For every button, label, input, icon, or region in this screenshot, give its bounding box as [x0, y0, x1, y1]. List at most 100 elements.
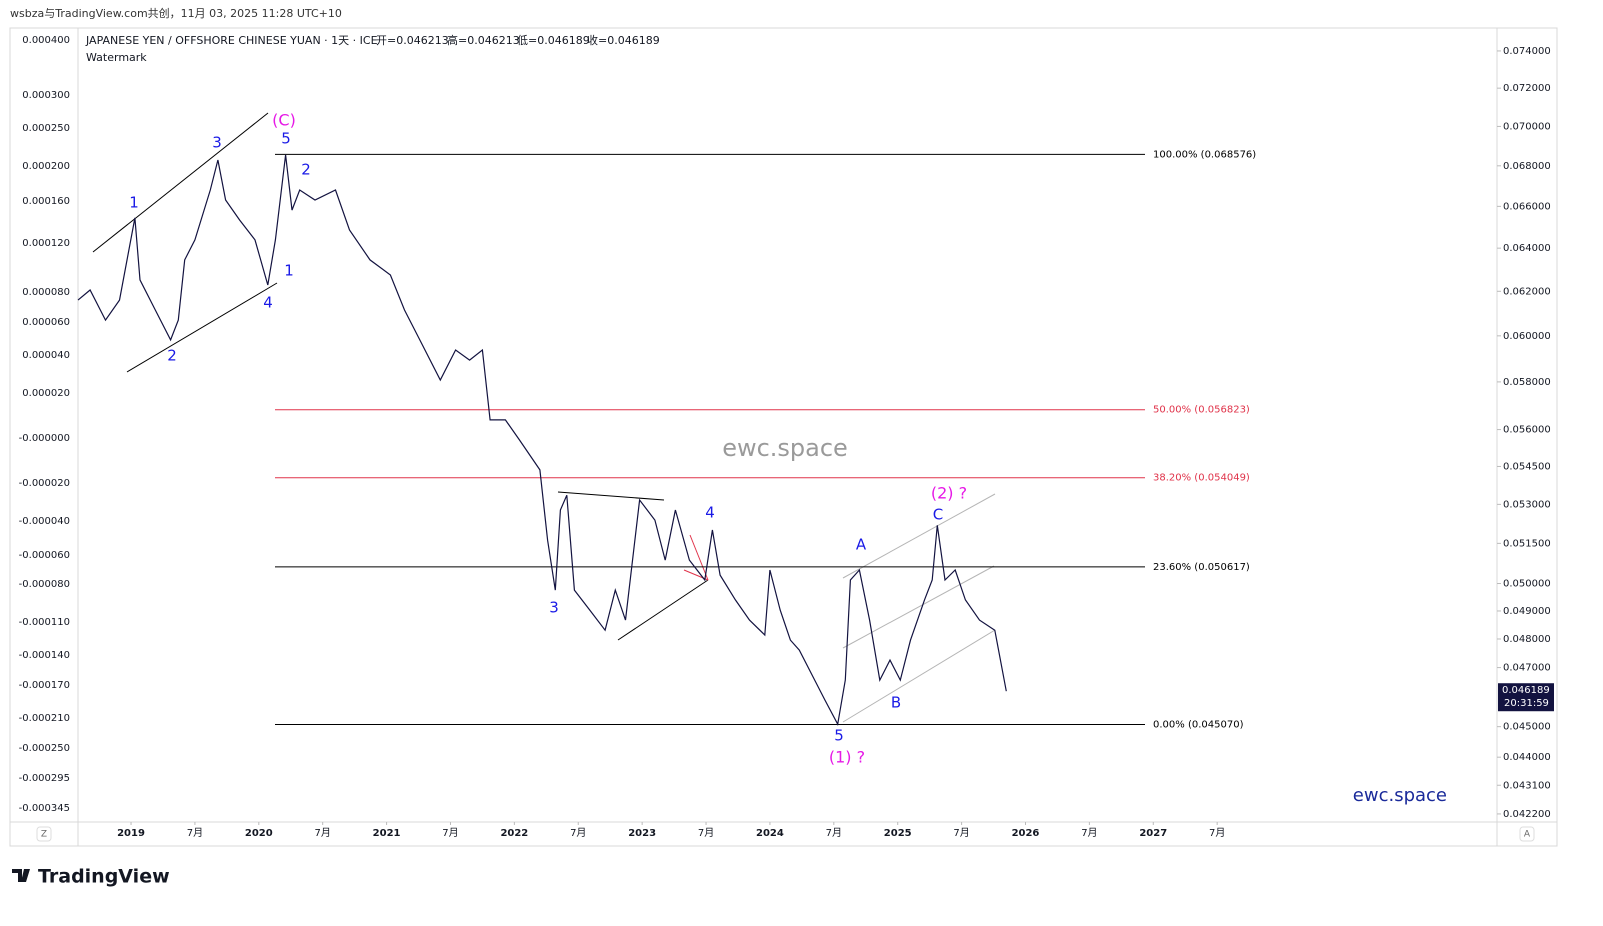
wave-label: (1) ?	[829, 748, 865, 767]
x-tick-label: 2023	[628, 828, 656, 839]
wave-label: 4	[263, 294, 273, 312]
y-tick-label: 0.054500	[1503, 461, 1551, 472]
wave-label: 4	[705, 504, 715, 522]
left-axis-label: -0.000140	[19, 650, 70, 661]
left-axis-label: -0.000295	[19, 773, 70, 784]
x-tick-label: 7月	[1209, 827, 1225, 839]
y-tick-label: 0.066000	[1503, 201, 1551, 212]
left-axis-label: 0.000020	[22, 388, 70, 399]
x-tick-label: 7月	[953, 827, 969, 839]
left-axis-label: -0.000345	[19, 803, 70, 814]
y-tick-label: 0.051500	[1503, 538, 1551, 549]
x-tick-label: 2027	[1139, 828, 1167, 839]
watermark: ewc.space	[722, 434, 848, 462]
wave-label: C	[933, 506, 943, 524]
wave-label: B	[891, 694, 901, 712]
trendline	[92, 112, 269, 253]
channel-line	[842, 493, 996, 579]
wave-label: 2	[301, 161, 311, 179]
trendline	[557, 491, 665, 501]
left-axis-label: -0.000250	[19, 743, 70, 754]
x-tick-label: 2021	[373, 828, 401, 839]
button-label[interactable]: A	[1524, 830, 1531, 840]
left-axis-label: 0.000160	[22, 196, 70, 207]
y-tick-label: 0.050000	[1503, 579, 1551, 590]
footer-logo: TradingView	[38, 866, 170, 888]
y-tick-label: 0.074000	[1503, 46, 1551, 57]
wave-label: 2	[167, 347, 177, 365]
y-tick-label: 0.042200	[1503, 809, 1551, 820]
x-tick-label: 7月	[315, 827, 331, 839]
left-axis-label: 0.000300	[22, 90, 70, 101]
countdown: 20:31:59	[1504, 698, 1549, 709]
fib-label: 100.00% (0.068576)	[1153, 149, 1256, 160]
channel-line	[842, 565, 995, 649]
y-tick-label: 0.062000	[1503, 286, 1551, 297]
y-tick-label: 0.056000	[1503, 425, 1551, 436]
logo-icon	[12, 869, 30, 882]
left-axis-label: -0.000170	[19, 680, 70, 691]
left-axis-label: 0.000120	[22, 238, 70, 249]
scale-button[interactable]	[1519, 826, 1535, 842]
x-tick-label: 2022	[500, 828, 528, 839]
y-tick-label: 0.058000	[1503, 377, 1551, 388]
left-axis-label: 0.000040	[22, 350, 70, 361]
button-label[interactable]: Z	[41, 830, 47, 840]
last-price-box	[1498, 683, 1554, 712]
left-axis-label: -0.000000	[19, 433, 70, 444]
y-tick-label: 0.070000	[1503, 121, 1551, 132]
fib-label: 38.20% (0.054049)	[1153, 473, 1250, 484]
fib-label: 50.00% (0.056823)	[1153, 405, 1250, 416]
header: wsbza与TradingView.com共创，11月 03, 2025 11:…	[10, 7, 342, 20]
x-tick-label: 2025	[884, 828, 912, 839]
x-tick-label: 2019	[117, 828, 145, 839]
y-tick-label: 0.044000	[1503, 752, 1551, 763]
channel-line	[842, 629, 996, 723]
left-axis-label: -0.000020	[19, 478, 70, 489]
y-tick-label: 0.045000	[1503, 722, 1551, 733]
last-price-label: 0.046189	[1502, 685, 1550, 696]
x-tick-label: 2024	[756, 828, 784, 839]
left-axis-label: -0.000210	[19, 713, 70, 724]
x-tick-label: 2020	[245, 828, 273, 839]
price-line	[77, 154, 1007, 727]
left-axis-label: -0.000110	[19, 617, 70, 628]
wave-label: 3	[212, 134, 222, 152]
x-tick-label: 7月	[570, 827, 586, 839]
x-tick-label: 7月	[1081, 827, 1097, 839]
trendline	[689, 534, 709, 581]
frame	[9, 27, 1558, 847]
wave-label: 1	[129, 194, 139, 212]
y-tick-label: 0.043100	[1503, 780, 1551, 791]
x-tick-label: 7月	[442, 827, 458, 839]
y-tick-label: 0.049000	[1503, 606, 1551, 617]
y-tick-label: 0.053000	[1503, 499, 1551, 510]
y-tick-label: 0.048000	[1503, 634, 1551, 645]
y-tick-label: 0.047000	[1503, 663, 1551, 674]
ohlc-high: 高=0.046213	[447, 33, 520, 47]
left-axis-label: 0.000200	[22, 161, 70, 172]
trendline	[617, 579, 709, 641]
trendline	[126, 282, 278, 373]
left-axis-label: 0.000060	[22, 317, 70, 328]
scale-button[interactable]	[36, 826, 52, 842]
left-axis-label: 0.000400	[22, 35, 70, 46]
brand: ewc.space	[1353, 785, 1447, 806]
left-axis-label: 0.000250	[22, 123, 70, 134]
x-tick-label: 7月	[698, 827, 714, 839]
wave-label: 5	[281, 130, 291, 148]
subtitle: Watermark	[86, 51, 147, 64]
symbol: JAPANESE YEN / OFFSHORE CHINESE YUAN · 1…	[85, 34, 378, 47]
x-tick-label: 7月	[826, 827, 842, 839]
ohlc-low: 低=0.046189	[517, 34, 590, 47]
left-axis-label: -0.000060	[19, 550, 70, 561]
x-tick-label: 7月	[187, 827, 203, 839]
ohlc-open: 开=0.046213	[376, 34, 449, 47]
wave-label: 3	[549, 599, 559, 617]
left-axis-label: -0.000040	[19, 516, 70, 527]
wave-label: (2) ?	[931, 484, 967, 503]
y-tick-label: 0.060000	[1503, 331, 1551, 342]
fib-label: 23.60% (0.050617)	[1153, 562, 1250, 573]
ohlc-close: 收=0.046189	[587, 33, 660, 47]
